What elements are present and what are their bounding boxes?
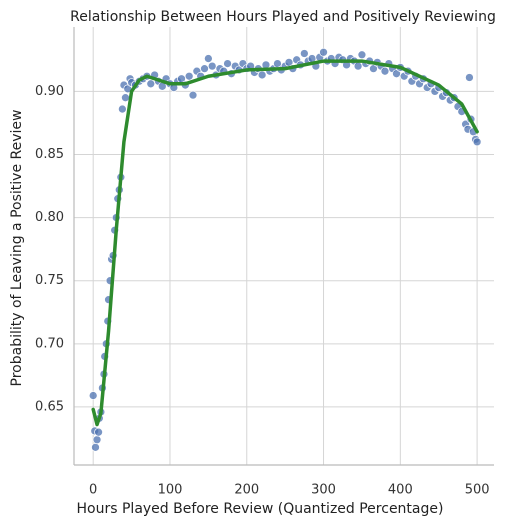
scatter-point [184,71,194,81]
y-axis-label: Probability of Leaving a Positive Review [9,110,25,387]
scatter-point [121,93,130,103]
chart-title: Relationship Between Hours Played and Po… [70,9,496,25]
y-tick-label: 0.85 [35,147,64,162]
scatter-point [91,442,100,452]
x-axis-label: Hours Played Before Review (Quantized Pe… [77,501,444,517]
y-tick-label: 0.70 [35,336,64,351]
fit-line [91,59,479,427]
scatter-point [188,90,198,100]
scatter-point [392,69,401,79]
scatter-point [299,49,309,58]
x-tick-label: 100 [158,483,183,498]
x-tick-label: 300 [311,483,336,498]
scatter-point [380,66,390,76]
y-tick-label: 0.80 [35,210,64,225]
scatter-point [223,59,232,68]
y-tick-label: 0.90 [35,84,64,99]
scatter-point [472,137,482,147]
scatter-point [357,50,367,60]
scatter-point [118,104,127,114]
y-tick-label: 0.75 [35,273,64,288]
scatter-point [94,427,103,437]
scatter-point [319,47,328,57]
x-tick-label: 500 [465,483,490,498]
scatter-point [88,391,98,400]
x-tick-label: 200 [234,483,259,498]
scatter-point [465,73,474,82]
scatter-point [200,64,209,74]
x-tick-label: 400 [388,483,413,498]
x-tick-label: 0 [89,483,97,498]
scatter-point [353,61,363,71]
scatter-point [257,70,267,80]
scatter-point [207,61,217,71]
scatter-point [92,435,102,445]
scatter-point [204,54,213,63]
scatter-point [146,79,156,89]
y-tick-label: 0.65 [35,399,64,414]
